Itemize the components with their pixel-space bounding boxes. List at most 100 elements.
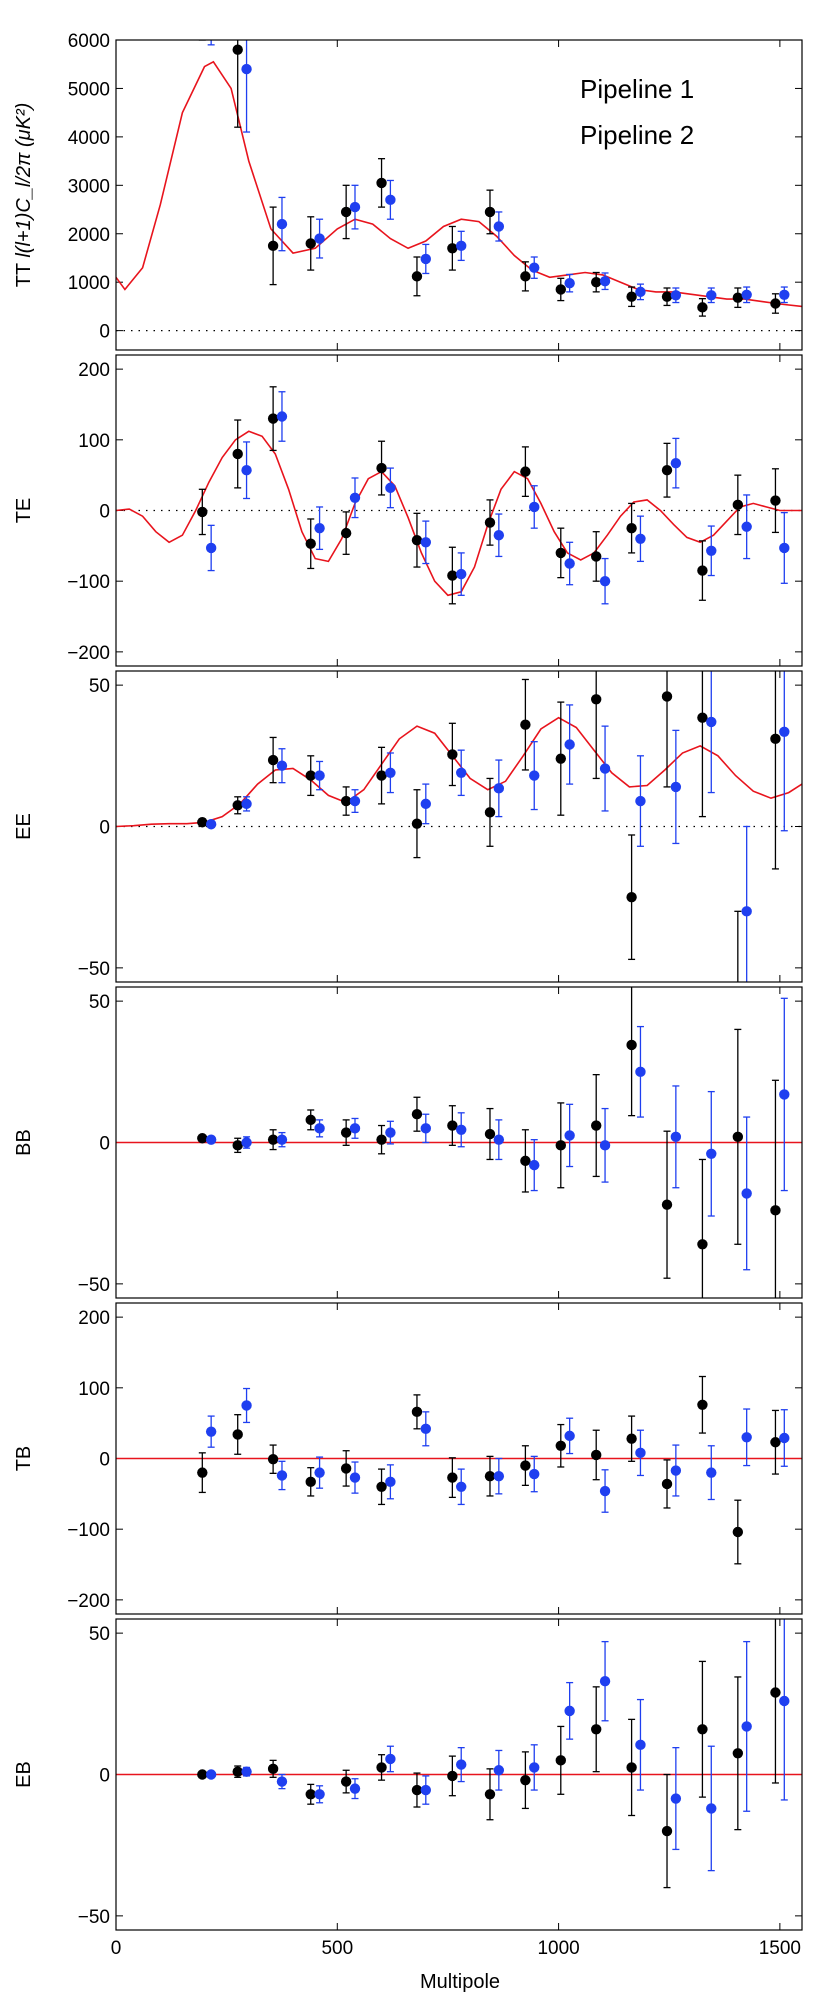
pipeline1-point xyxy=(411,1406,423,1418)
pipeline1-point xyxy=(484,807,496,818)
pipeline1-point xyxy=(770,1687,781,1698)
pipeline2-point xyxy=(564,277,575,289)
pipeline2-point xyxy=(205,542,217,554)
y-tick-label: 50 xyxy=(89,1624,110,1645)
pipeline1-point xyxy=(197,1769,208,1780)
pipeline1-point xyxy=(232,1140,243,1151)
plot-area xyxy=(116,987,802,1298)
pipeline1-point xyxy=(376,770,387,781)
pipeline1-point xyxy=(591,1724,602,1735)
pipeline1-point xyxy=(267,240,279,252)
pipeline1-point xyxy=(447,1472,458,1483)
pipeline2-point xyxy=(706,1803,717,1814)
pipeline1-point xyxy=(197,20,207,30)
pipeline1-point xyxy=(520,719,531,730)
pipeline1-point xyxy=(732,1526,744,1538)
pipeline1-point xyxy=(376,1134,387,1145)
pipeline1-point xyxy=(267,1454,279,1465)
y-tick-label: 0 xyxy=(99,502,110,523)
y-tick-label: −50 xyxy=(78,1275,110,1296)
pipeline2-point xyxy=(456,1124,467,1135)
pipeline1-point xyxy=(770,298,781,309)
pipeline2-point xyxy=(314,522,325,534)
pipeline2-point xyxy=(599,1140,611,1151)
pipeline2-point xyxy=(493,1765,505,1776)
panel-label: EE xyxy=(13,813,35,840)
pipeline1-point xyxy=(340,206,352,218)
y-tick-label: −100 xyxy=(67,1520,110,1541)
pipeline2-point xyxy=(741,1432,752,1443)
y-tick-label: 0 xyxy=(99,1134,110,1155)
pipeline2-point xyxy=(241,465,252,476)
y-tick-label: 0 xyxy=(99,1766,110,1787)
panel-frame xyxy=(115,1302,803,1615)
pipeline1-point xyxy=(520,1155,531,1167)
pipeline2-point xyxy=(420,1423,432,1435)
legend: Pipeline 1 Pipeline 2 xyxy=(580,74,694,150)
pipeline2-point xyxy=(741,1721,752,1732)
pipeline1-point xyxy=(555,1755,566,1766)
pipeline2-point xyxy=(635,286,646,298)
pipeline1-point xyxy=(770,1205,781,1216)
pipeline2-point xyxy=(493,221,505,232)
pipeline1-point xyxy=(447,1770,458,1782)
pipeline2-point xyxy=(741,906,752,917)
y-tick-label: 0 xyxy=(99,322,110,343)
plot-area xyxy=(116,386,802,605)
panel-label: EB xyxy=(13,1761,35,1788)
pipeline2-point xyxy=(635,1066,646,1078)
pipeline1-point xyxy=(447,570,458,581)
pipeline2-point xyxy=(779,289,790,300)
pipeline1-point xyxy=(661,691,673,702)
pipeline2-point xyxy=(349,1783,361,1794)
pipeline1-point xyxy=(305,238,316,249)
y-tick-label: 5000 xyxy=(68,79,110,100)
pipeline1-point xyxy=(697,565,708,576)
x-tick-label: 0 xyxy=(111,1938,122,1959)
pipeline2-point xyxy=(241,798,252,810)
pipeline2-point xyxy=(670,781,682,793)
pipeline1-point xyxy=(591,551,602,562)
y-axis-title: l(l+1)C_l/2π (μK²) xyxy=(13,103,35,258)
pipeline1-point xyxy=(661,1825,673,1837)
y-tick-label: 1000 xyxy=(68,273,110,294)
pipeline2-point xyxy=(564,1705,575,1717)
pipeline1-point xyxy=(697,1239,708,1250)
pipeline1-point xyxy=(697,712,708,723)
pipeline1-point xyxy=(484,1470,496,1482)
pipeline2-point xyxy=(599,276,611,287)
pipeline2-point xyxy=(493,530,505,541)
pipeline2-point xyxy=(779,1695,790,1707)
pipeline1-point xyxy=(555,1140,566,1151)
pipeline1-point xyxy=(411,534,423,546)
pipeline2-point xyxy=(599,1676,611,1687)
pipeline1-point xyxy=(305,1114,316,1126)
pipeline1-point xyxy=(340,527,352,539)
y-tick-label: 50 xyxy=(89,676,110,697)
x-axis-label: Multipole xyxy=(420,1971,500,1993)
pipeline2-point xyxy=(635,795,646,807)
pipeline2-point xyxy=(206,25,216,35)
pipeline2-point xyxy=(635,533,646,544)
pipeline2-point xyxy=(420,253,432,265)
pipeline1-point xyxy=(732,1131,744,1143)
pipeline2-point xyxy=(276,411,288,422)
pipeline1-point xyxy=(770,733,781,745)
pipeline1-point xyxy=(340,1776,352,1787)
pipeline1-point xyxy=(232,1766,243,1777)
pipeline2-point xyxy=(385,194,396,206)
pipeline2-point xyxy=(706,545,717,556)
y-axis-label: TT l(l+1)C_l/2π (μK²) xyxy=(13,103,35,288)
pipeline1-point xyxy=(626,291,637,302)
pipeline2-point xyxy=(456,240,467,252)
panel-frame xyxy=(115,986,803,1299)
pipeline2-point xyxy=(385,1476,396,1488)
pipeline2-point xyxy=(670,1793,682,1804)
pipeline2-point xyxy=(385,767,396,778)
pipeline2-point xyxy=(205,819,217,830)
panel-label: TE xyxy=(13,498,35,524)
pipeline2-point xyxy=(456,1759,467,1770)
pipeline2-point xyxy=(314,770,325,781)
